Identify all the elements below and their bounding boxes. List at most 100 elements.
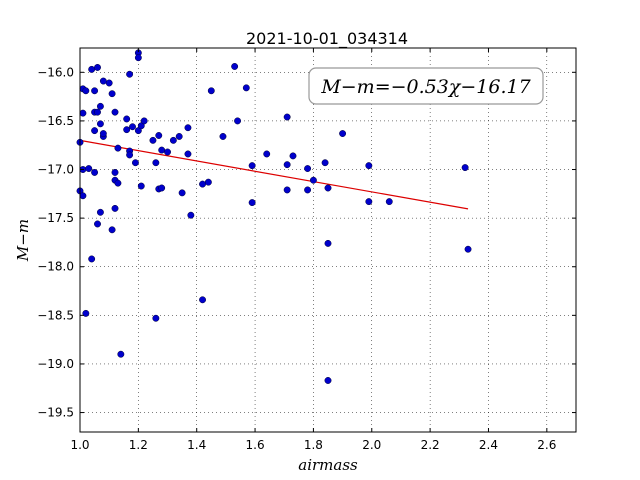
fit-equation-frame <box>308 67 544 105</box>
data-point <box>114 144 122 152</box>
data-point <box>123 126 131 134</box>
data-point <box>108 226 116 234</box>
data-point <box>126 70 134 78</box>
chart-title: 2021-10-01_034314 <box>246 29 408 49</box>
x-tick-label: 1.6 <box>246 438 265 452</box>
y-tick-label: −17.0 <box>37 163 74 177</box>
data-point <box>96 120 104 128</box>
data-points <box>76 49 472 384</box>
data-point <box>99 77 107 85</box>
x-tick-label: 1.8 <box>304 438 323 452</box>
x-tick-label: 1.4 <box>187 438 206 452</box>
data-point <box>464 245 472 253</box>
data-point <box>304 186 312 194</box>
x-tick-label: 2.4 <box>479 438 498 452</box>
data-point <box>94 108 101 116</box>
data-point <box>134 54 142 62</box>
data-point <box>88 255 96 263</box>
data-point <box>231 63 239 70</box>
data-point <box>111 204 119 212</box>
y-tick-label: −16.0 <box>37 65 74 79</box>
data-point <box>91 87 99 95</box>
data-point <box>129 123 136 131</box>
data-point <box>164 148 171 156</box>
x-axis-label: airmass <box>298 456 358 474</box>
data-point <box>111 168 119 176</box>
data-point <box>324 377 332 384</box>
x-axis: 1.0 1.2 1.4 1.6 1.8 2.0 2.2 2.4 2.6 <box>70 48 556 452</box>
data-point <box>187 211 195 219</box>
data-point <box>339 130 347 137</box>
data-point <box>242 84 250 92</box>
data-point <box>158 146 166 154</box>
plot-area-frame <box>79 47 577 433</box>
data-point <box>88 65 96 73</box>
data-point <box>234 117 242 125</box>
y-tick-label: −18.0 <box>37 260 74 274</box>
x-tick-label: 2.0 <box>362 438 381 452</box>
data-point <box>79 192 87 200</box>
data-point <box>85 165 93 172</box>
fit-layer <box>79 139 469 210</box>
data-point <box>149 136 157 144</box>
x-tick-label: 1.2 <box>129 438 148 452</box>
data-point <box>461 164 469 172</box>
data-point <box>152 159 160 167</box>
y-axis-label: M−m <box>14 219 32 262</box>
data-point <box>324 239 332 247</box>
data-point <box>91 127 99 135</box>
x-tick-label: 2.6 <box>537 438 556 452</box>
data-point <box>108 90 116 98</box>
data-point <box>152 314 160 322</box>
data-point <box>79 109 87 117</box>
data-point <box>184 150 192 158</box>
data-point <box>111 108 119 116</box>
data-point <box>283 186 291 194</box>
data-point <box>289 152 297 160</box>
data-point <box>131 159 139 167</box>
data-point <box>99 130 107 137</box>
data-point <box>283 161 291 169</box>
data-point <box>96 208 104 216</box>
y-axis: −16.0 −16.5 −17.0 −17.5 −18.0 −18.5 −19.0 −19.5 <box>37 65 576 420</box>
data-point <box>117 350 125 358</box>
data-point <box>178 189 186 197</box>
data-point <box>304 165 312 172</box>
fit-line <box>79 139 469 210</box>
x-tick-label: 1.0 <box>70 438 89 452</box>
data-point <box>219 133 227 140</box>
data-point <box>96 102 104 110</box>
fit-equation-box: M−m=−0.53χ−16.17 <box>308 67 544 105</box>
data-point <box>365 162 373 170</box>
data-point <box>365 198 373 206</box>
data-point <box>283 113 291 121</box>
data-point <box>248 162 256 170</box>
data-point <box>94 63 101 71</box>
data-point <box>207 87 215 95</box>
data-point <box>324 184 332 192</box>
data-point <box>137 182 145 190</box>
data-point <box>82 309 90 317</box>
y-tick-label: −19.5 <box>37 406 74 420</box>
fit-equation: M−m=−0.53χ−16.17 <box>320 76 531 98</box>
data-point <box>158 184 166 192</box>
data-point <box>82 87 90 95</box>
data-point <box>123 115 131 123</box>
y-tick-label: −17.5 <box>37 211 74 225</box>
data-point <box>248 199 256 207</box>
data-point <box>114 179 122 187</box>
data-point <box>105 79 113 87</box>
y-tick-label: −19.0 <box>37 357 74 371</box>
data-point <box>199 296 206 304</box>
data-point <box>199 180 206 188</box>
x-tick-label: 2.2 <box>421 438 440 452</box>
data-point <box>94 220 101 228</box>
data-point <box>184 124 192 132</box>
data-point <box>91 168 99 176</box>
data-point <box>155 132 163 139</box>
data-point <box>204 178 212 186</box>
data-point <box>126 151 134 159</box>
y-tick-label: −18.5 <box>37 308 74 322</box>
data-point <box>321 159 329 167</box>
